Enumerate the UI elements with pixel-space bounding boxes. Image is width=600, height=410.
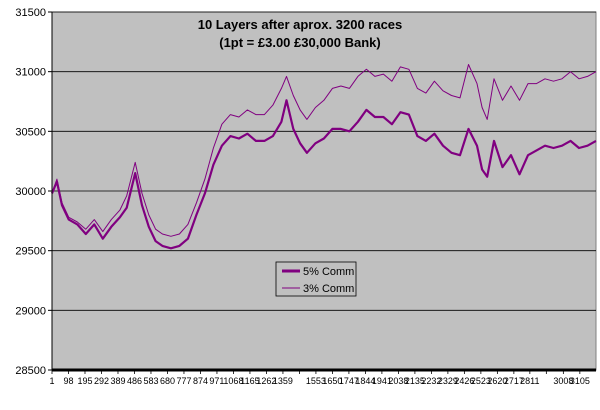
legend-label-3pct: 3% Comm	[303, 283, 354, 295]
x-tick-label: 486	[127, 376, 142, 386]
series-line-5pct-comm	[50, 99, 597, 250]
y-tick-label: 30500	[15, 126, 46, 138]
x-tick-label: 389	[110, 376, 125, 386]
x-tick-label: 3105	[570, 376, 590, 386]
y-tick-label: 29500	[15, 246, 46, 258]
x-tick-label: 1941	[372, 376, 392, 386]
x-tick-label: 2620	[487, 376, 507, 386]
chart-subtitle: (1pt = £3.00 £30,000 Bank)	[219, 35, 381, 50]
x-tick-label: 1747	[339, 376, 359, 386]
y-tick-label: 28500	[15, 365, 46, 377]
y-tick-label: 31500	[15, 7, 46, 19]
x-tick-label: 98	[63, 376, 73, 386]
plot-area-group	[51, 11, 597, 371]
x-tick-label: 1165	[240, 376, 259, 386]
y-tick-label: 30000	[15, 186, 46, 198]
legend-label-5pct: 5% Comm	[303, 266, 354, 278]
x-tick-label: 1844	[355, 376, 375, 386]
x-tick-label: 292	[94, 376, 109, 386]
legend-box	[275, 261, 357, 297]
x-tick-label: 2232	[421, 376, 441, 386]
x-tick-label: 195	[77, 376, 92, 386]
y-tick-label: 31000	[15, 67, 46, 79]
x-tick-label: 2329	[438, 376, 458, 386]
x-tick-label: 874	[193, 376, 208, 386]
x-tick-label: 2523	[471, 376, 491, 386]
y-tick-label: 29000	[15, 305, 46, 317]
series-line-3pct-comm	[51, 64, 597, 237]
x-tick-label: 1359	[273, 376, 293, 386]
x-tick-label: 1	[49, 376, 54, 386]
x-tick-label: 1068	[223, 376, 243, 386]
x-tick-label: 3008	[553, 376, 573, 386]
x-tick-label: 2426	[454, 376, 474, 386]
x-tick-label: 1262	[256, 376, 276, 386]
x-tick-label: 2038	[388, 376, 408, 386]
axes-group: 28500 29000 29500 30000 30500 31000 31500 1 98 19…	[15, 7, 596, 386]
x-tick-label: 2811	[520, 376, 539, 386]
x-tick-label: 2135	[405, 376, 425, 386]
series-group	[50, 64, 597, 250]
x-tick-label: 2717	[504, 376, 524, 386]
x-tick-label: 1650	[322, 376, 342, 386]
x-tick-label: 680	[160, 376, 175, 386]
legend: 5% Comm 3% Comm	[275, 261, 357, 297]
x-tick-label: 777	[176, 376, 191, 386]
chart-title: 10 Layers after aprox. 3200 races	[198, 17, 403, 32]
x-tick-label: 1553	[306, 376, 326, 386]
x-tick-label: 583	[143, 376, 158, 386]
x-tick-label: 971	[209, 376, 224, 386]
